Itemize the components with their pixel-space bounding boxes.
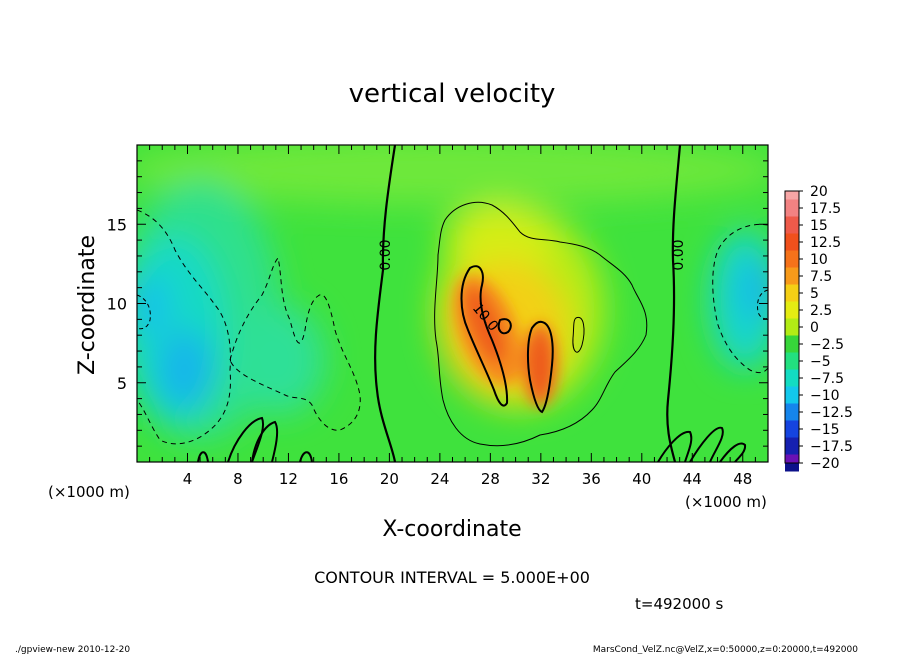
x-tick-label: 28 <box>481 470 500 488</box>
negative-contour-mid <box>229 256 361 431</box>
colorbar-label: −15 <box>810 422 840 438</box>
x-tick-label: 20 <box>380 470 399 488</box>
colorbar-label: −7.5 <box>810 371 844 387</box>
x-tick-label: 12 <box>279 470 298 488</box>
x-tick-label: 48 <box>733 470 752 488</box>
colorbar-swatch <box>785 386 799 404</box>
x-tick-label: 24 <box>430 470 449 488</box>
footer-right: MarsCond_VelZ.nc@VelZ,x=0:50000,z=0:2000… <box>593 645 858 654</box>
x-unit-label-left: (×1000 m) <box>48 483 130 501</box>
negative-contour-right <box>712 223 768 374</box>
colorbar-swatch <box>785 369 799 387</box>
contour-labels: 0.00 0.00 10.0 <box>378 239 687 334</box>
colorbar-label: 20 <box>810 184 828 200</box>
colorbar-label: 2.5 <box>810 303 832 319</box>
colorbar-label: 10 <box>810 252 828 268</box>
x-tick-label: 16 <box>329 470 348 488</box>
ten-contour-small <box>497 318 512 335</box>
x-tick-label: 36 <box>582 470 601 488</box>
x-tick-label: 40 <box>632 470 651 488</box>
negative-contour-right-core <box>757 289 768 320</box>
contour-lines <box>137 145 768 462</box>
bottom-contour-3 <box>251 420 279 462</box>
contour-label-zero-left: 0.00 <box>378 239 394 270</box>
five-contour <box>434 201 648 447</box>
colorbar-swatch <box>785 191 799 200</box>
colorbar-label: −12.5 <box>810 405 853 421</box>
colorbar-swatch <box>785 267 799 285</box>
x-tick-label: 4 <box>183 470 193 488</box>
bottom-contour-2 <box>227 416 264 462</box>
colorbar-swatch <box>785 352 799 370</box>
contour-interval-text: CONTOUR INTERVAL = 5.000E+00 <box>314 568 590 587</box>
colorbar-swatch <box>785 318 799 336</box>
colorbar-label: 17.5 <box>810 201 841 217</box>
updraft-core-right-inner <box>531 335 549 395</box>
y-tick-label: 5 <box>117 374 127 393</box>
colorbar-swatch <box>785 301 799 319</box>
ten-contour-right <box>526 320 554 414</box>
upper-light-band <box>137 145 768 205</box>
colorbar-swatch <box>785 454 799 463</box>
colorbar-label: −20 <box>810 456 840 472</box>
footer-left: ./gpview-new 2010-12-20 <box>15 645 130 654</box>
colorbar-swatch <box>785 335 799 353</box>
bottom-contour-7 <box>719 442 747 462</box>
x-tick-label: 8 <box>233 470 243 488</box>
chart-title: vertical velocity <box>349 79 556 109</box>
colorbar-swatch <box>785 250 799 268</box>
colorbar-swatch <box>785 403 799 421</box>
x-axis: 4 8 12 16 20 24 28 32 36 40 44 48 <box>149 145 756 488</box>
colorbar-swatch <box>785 233 799 251</box>
x-tick-label: 44 <box>683 470 702 488</box>
ten-contour-left <box>460 265 509 407</box>
right-downdraft-core <box>740 260 768 320</box>
y-axis: 5 10 15 <box>107 160 768 447</box>
colorbar-swatch <box>785 420 799 438</box>
negative-contour-left <box>137 209 231 445</box>
colorbar-swatch <box>785 199 799 217</box>
x-unit-label-right: (×1000 m) <box>685 493 767 511</box>
colorbar-swatch <box>785 216 799 234</box>
colorbar-label: 7.5 <box>810 269 832 285</box>
left-downdraft-core <box>157 330 213 410</box>
zero-contour-right <box>666 145 682 462</box>
colorbar-swatch <box>785 284 799 302</box>
colorbar: 2017.51512.5107.552.50−2.5−5−7.5−10−12.5… <box>784 184 853 472</box>
negative-contour-left-core <box>137 294 151 330</box>
zero-contour-left <box>374 145 397 462</box>
colorbar-label: 0 <box>810 320 819 336</box>
y-axis-label: Z-coordinate <box>75 235 100 375</box>
plot-area: 0.00 0.00 10.0 <box>137 145 768 462</box>
left-edge-downdraft <box>137 275 170 335</box>
contour-label-zero-right: 0.00 <box>671 239 687 270</box>
colorbar-swatch <box>785 437 799 455</box>
updraft-upper <box>445 205 555 275</box>
colorbar-label: −2.5 <box>810 337 844 353</box>
colorbar-label: −10 <box>810 388 840 404</box>
x-tick-label: 32 <box>531 470 550 488</box>
five-contour-small <box>572 316 585 353</box>
colorbar-label: 5 <box>810 286 819 302</box>
bottom-contour-1 <box>197 451 209 462</box>
bottom-contour-6 <box>689 426 724 462</box>
bottom-contour-5 <box>657 430 693 462</box>
colorbar-label: −5 <box>810 354 831 370</box>
y-tick-label: 10 <box>107 295 127 314</box>
y-tick-label: 15 <box>107 215 127 234</box>
time-stamp: t=492000 s <box>635 595 723 613</box>
mid-left-downdraft <box>235 305 325 415</box>
colorbar-label: 12.5 <box>810 235 841 251</box>
colorbar-label: −17.5 <box>810 439 853 455</box>
colorbar-label: 15 <box>810 218 828 234</box>
x-axis-label: X-coordinate <box>382 517 521 542</box>
